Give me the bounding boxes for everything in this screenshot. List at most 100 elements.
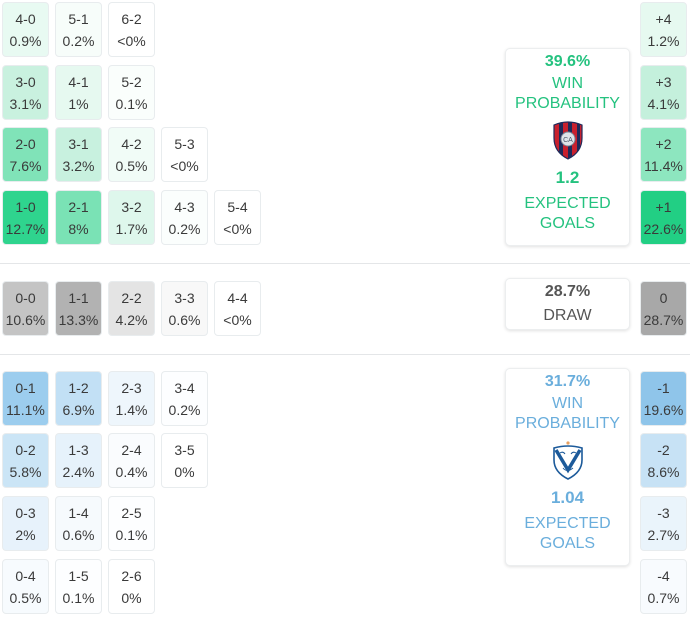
score-probability: 0% bbox=[121, 589, 142, 606]
score-probability: 0.5% bbox=[115, 157, 148, 174]
score-cell[interactable]: 3-3 0.6% bbox=[161, 281, 208, 336]
score-label: 2-6 bbox=[121, 567, 142, 584]
score-probability: 2.4% bbox=[62, 463, 95, 480]
score-cell[interactable]: 0-1 11.1% bbox=[2, 371, 49, 426]
away-win-probability: 31.7% bbox=[544, 373, 591, 390]
score-probability: 11.1% bbox=[6, 401, 45, 418]
score-cell[interactable]: 2-6 0% bbox=[108, 559, 155, 614]
score-probability: 1.4% bbox=[115, 401, 148, 418]
score-cell[interactable]: 1-5 0.1% bbox=[55, 559, 102, 614]
margin-cell[interactable]: -1 19.6% bbox=[640, 371, 687, 426]
score-cell[interactable]: 3-5 0% bbox=[161, 433, 208, 488]
score-cell[interactable]: 4-4 <0% bbox=[214, 281, 261, 336]
score-cell[interactable]: 2-0 7.6% bbox=[2, 127, 49, 182]
score-label: 0-1 bbox=[15, 379, 36, 396]
margin-label: +1 bbox=[655, 198, 672, 215]
score-label: 5-3 bbox=[174, 135, 195, 152]
san-lorenzo-crest-icon: CA bbox=[552, 121, 583, 160]
divider-bottom bbox=[0, 354, 690, 355]
score-cell[interactable]: 5-4 <0% bbox=[214, 190, 261, 245]
score-cell[interactable]: 0-0 10.6% bbox=[2, 281, 49, 336]
score-probability: 3.1% bbox=[9, 95, 42, 112]
score-probability: 0.2% bbox=[168, 401, 201, 418]
score-probability: 3.2% bbox=[62, 157, 95, 174]
score-label: 3-0 bbox=[15, 73, 36, 90]
score-label: 0-0 bbox=[15, 289, 36, 306]
score-probability: 1% bbox=[68, 95, 89, 112]
score-label: 3-2 bbox=[121, 198, 142, 215]
score-cell[interactable]: 2-1 8% bbox=[55, 190, 102, 245]
score-label: 3-5 bbox=[174, 441, 195, 458]
score-cell[interactable]: 1-4 0.6% bbox=[55, 496, 102, 551]
score-probability: 6.9% bbox=[62, 401, 95, 418]
score-probability: 0.2% bbox=[62, 32, 95, 49]
score-probability: <0% bbox=[170, 157, 199, 174]
svg-text:CA: CA bbox=[563, 137, 573, 144]
score-label: 2-1 bbox=[68, 198, 89, 215]
score-cell[interactable]: 1-3 2.4% bbox=[55, 433, 102, 488]
score-probability: 0% bbox=[174, 463, 195, 480]
score-cell[interactable]: 2-2 4.2% bbox=[108, 281, 155, 336]
score-cell[interactable]: 4-1 1% bbox=[55, 65, 102, 120]
margin-label: -3 bbox=[657, 504, 670, 521]
margin-cell[interactable]: -2 8.6% bbox=[640, 433, 687, 488]
score-label: 3-3 bbox=[174, 289, 195, 306]
score-probability: 2% bbox=[15, 526, 36, 543]
score-cell[interactable]: 4-0 0.9% bbox=[2, 2, 49, 57]
score-cell[interactable]: 2-3 1.4% bbox=[108, 371, 155, 426]
score-probability: 0.1% bbox=[115, 95, 148, 112]
score-cell[interactable]: 0-3 2% bbox=[2, 496, 49, 551]
margin-label: 0 bbox=[659, 289, 668, 306]
score-cell[interactable]: 5-3 <0% bbox=[161, 127, 208, 182]
score-cell[interactable]: 3-2 1.7% bbox=[108, 190, 155, 245]
margin-cell[interactable]: +3 4.1% bbox=[640, 65, 687, 120]
score-cell[interactable]: 4-3 0.2% bbox=[161, 190, 208, 245]
score-cell[interactable]: 1-0 12.7% bbox=[2, 190, 49, 245]
score-probability: 10.6% bbox=[5, 311, 46, 328]
score-label: 4-0 bbox=[15, 10, 36, 27]
margin-cell[interactable]: -3 2.7% bbox=[640, 496, 687, 551]
margin-probability: 0.7% bbox=[647, 589, 680, 606]
home-win-label-2: PROBABILITY bbox=[515, 95, 620, 112]
score-cell[interactable]: 2-4 0.4% bbox=[108, 433, 155, 488]
margin-cell[interactable]: 0 28.7% bbox=[640, 281, 687, 336]
score-cell[interactable]: 0-2 5.8% bbox=[2, 433, 49, 488]
divider-top bbox=[0, 263, 690, 264]
score-label: 2-3 bbox=[121, 379, 142, 396]
away-win-label-2: PROBABILITY bbox=[515, 415, 620, 432]
score-cell[interactable]: 5-2 0.1% bbox=[108, 65, 155, 120]
score-label: 2-4 bbox=[121, 441, 142, 458]
margin-probability: 19.6% bbox=[643, 401, 684, 418]
margin-cell[interactable]: +1 22.6% bbox=[640, 190, 687, 245]
score-label: 4-2 bbox=[121, 135, 142, 152]
velez-sarsfield-crest-icon bbox=[552, 441, 583, 480]
away-xg-label-2: GOALS bbox=[539, 535, 596, 552]
score-cell[interactable]: 3-0 3.1% bbox=[2, 65, 49, 120]
margin-probability: 28.7% bbox=[643, 311, 684, 328]
score-cell[interactable]: 5-1 0.2% bbox=[55, 2, 102, 57]
score-cell[interactable]: 3-1 3.2% bbox=[55, 127, 102, 182]
score-cell[interactable]: 6-2 <0% bbox=[108, 2, 155, 57]
score-cell[interactable]: 1-2 6.9% bbox=[55, 371, 102, 426]
score-probability: 0.1% bbox=[115, 526, 148, 543]
home-win-card: 39.6% WIN PROBABILITY CA 1.2 EXPECTED GO… bbox=[505, 48, 630, 246]
score-label: 4-1 bbox=[68, 73, 89, 90]
score-probability: 0.2% bbox=[168, 220, 201, 237]
score-label: 1-2 bbox=[68, 379, 89, 396]
draw-label: DRAW bbox=[543, 307, 592, 324]
score-cell[interactable]: 2-5 0.1% bbox=[108, 496, 155, 551]
margin-label: -2 bbox=[657, 441, 670, 458]
score-cell[interactable]: 3-4 0.2% bbox=[161, 371, 208, 426]
score-label: 1-1 bbox=[68, 289, 89, 306]
home-win-probability: 39.6% bbox=[544, 53, 591, 70]
score-cell[interactable]: 0-4 0.5% bbox=[2, 559, 49, 614]
score-label: 0-4 bbox=[15, 567, 36, 584]
score-label: 0-2 bbox=[15, 441, 36, 458]
score-cell[interactable]: 1-1 13.3% bbox=[55, 281, 102, 336]
margin-cell[interactable]: -4 0.7% bbox=[640, 559, 687, 614]
score-cell[interactable]: 4-2 0.5% bbox=[108, 127, 155, 182]
margin-probability: 11.4% bbox=[644, 157, 683, 174]
margin-cell[interactable]: +4 1.2% bbox=[640, 2, 687, 57]
margin-cell[interactable]: +2 11.4% bbox=[640, 127, 687, 182]
score-probability: 0.5% bbox=[9, 589, 42, 606]
